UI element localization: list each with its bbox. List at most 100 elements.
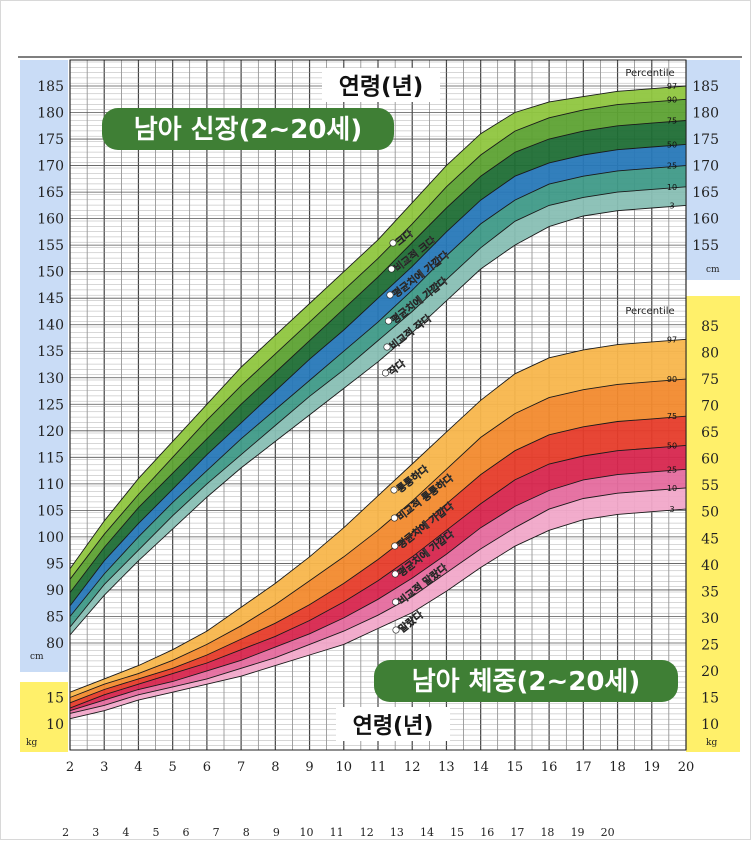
- bottom-x-tick-label: 19: [571, 826, 585, 839]
- weight-band-50-25: [70, 445, 686, 711]
- weight-percentile-label: 97: [667, 335, 677, 344]
- height-right-tick-label: 155: [692, 238, 719, 254]
- weight-percentile-label: 75: [667, 412, 677, 421]
- x-tick-label: 6: [203, 760, 211, 775]
- height-band-label-bullet: [387, 265, 395, 273]
- x-tick-label: 15: [507, 760, 524, 775]
- height-left-tick-label: 80: [46, 636, 64, 652]
- weight-left-tick-label: 15: [46, 690, 64, 706]
- height-percentile-labels: 97 90 75 50 25 10 3: [667, 82, 677, 210]
- bottom-x-tick-label: 6: [183, 826, 190, 839]
- bottom-x-tick-label: 5: [152, 826, 159, 839]
- weight-right-tick-label: 45: [701, 531, 719, 547]
- weight-right-tick-label: 55: [701, 478, 719, 494]
- weight-right-tick-label: 10: [701, 717, 719, 733]
- weight-scale-left-panel: [20, 682, 68, 752]
- height-left-tick-label: 165: [37, 185, 64, 201]
- x-tick-label: 14: [472, 760, 489, 775]
- weight-band-90-75: [70, 379, 686, 703]
- bottom-x-tick-label: 16: [480, 826, 494, 839]
- bottom-x-tick-label: 13: [390, 826, 404, 839]
- height-left-tick-label: 175: [37, 132, 64, 148]
- height-left-tick-labels: 80 85 90 95 100 105 110 115 120 125 130 135 140 145 15…: [37, 79, 64, 652]
- x-tick-label: 13: [438, 760, 455, 775]
- height-left-tick-label: 150: [37, 265, 64, 281]
- x-tick-label: 11: [370, 760, 387, 775]
- bottom-x-tick-label: 18: [540, 826, 554, 839]
- weight-bands: [70, 339, 686, 719]
- height-left-tick-label: 85: [46, 609, 64, 625]
- bottom-x-tick-label: 7: [213, 826, 220, 839]
- height-left-tick-label: 170: [37, 159, 64, 175]
- height-left-tick-label: 180: [37, 106, 64, 122]
- height-right-tick-labels: 155 160 165 170 175 180 185: [692, 79, 719, 254]
- height-right-tick-label: 180: [692, 106, 719, 122]
- x-tick-label: 10: [336, 760, 353, 775]
- height-percentile-label: 3: [669, 201, 674, 210]
- x-tick-label: 19: [644, 760, 661, 775]
- bottom-x-tick-label: 15: [450, 826, 464, 839]
- x-tick-label: 7: [237, 760, 245, 775]
- bottom-x-tick-label: 14: [420, 826, 434, 839]
- height-line-p50: [69, 143, 687, 607]
- weight-title: 남아 체중(2~20세): [412, 667, 640, 697]
- height-band-label-bullet: [386, 291, 394, 299]
- weight-left-tick-labels: 10 15: [46, 690, 64, 733]
- weight-band-75-50: [70, 416, 686, 709]
- height-band-label-bullet: [389, 239, 397, 247]
- height-left-tick-label: 135: [37, 344, 64, 360]
- bottom-x-tick-label: 9: [273, 826, 280, 839]
- weight-band-label-bullet: [391, 542, 399, 550]
- weight-band-label-bullet: [391, 570, 399, 578]
- height-line-p97: [69, 85, 687, 569]
- x-tick-label: 4: [134, 760, 142, 775]
- weight-title-badge: [374, 660, 678, 702]
- height-left-tick-label: 155: [37, 238, 64, 254]
- weight-right-tick-label: 40: [701, 558, 719, 574]
- weight-percentile-label: 3: [669, 505, 674, 514]
- height-percentile-label: 25: [667, 162, 677, 171]
- height-line-p10: [69, 186, 687, 628]
- height-title: 남아 신장(2~20세): [134, 115, 362, 145]
- plot-border: [69, 59, 687, 751]
- weight-right-tick-label: 20: [701, 664, 719, 680]
- x-tick-label: 20: [678, 760, 695, 775]
- weight-percentile-label: 50: [667, 441, 677, 450]
- height-right-tick-label: 165: [692, 185, 719, 201]
- weight-band-label-bullet: [392, 626, 400, 634]
- weight-right-tick-label: 25: [701, 637, 719, 653]
- weight-right-tick-label: 30: [701, 611, 719, 627]
- weight-right-tick-label: 75: [701, 372, 719, 388]
- weight-right-tick-label: 60: [701, 452, 719, 468]
- x-tick-label: 8: [271, 760, 279, 775]
- height-left-tick-label: 110: [37, 477, 64, 493]
- weight-percentile-labels: 97 90 75 50 25 10 3: [667, 335, 677, 514]
- height-line-p75: [69, 120, 687, 593]
- x-tick-labels: 2 3 4 5 6 7 8 9 10 11 12 13 14 15 16 17 18 19 20: [66, 760, 694, 775]
- height-unit-label-right: cm: [706, 265, 720, 275]
- height-percentile-header: Percentile: [625, 68, 674, 79]
- weight-percentile-label: 90: [667, 375, 677, 384]
- height-left-tick-label: 140: [37, 318, 64, 334]
- height-left-tick-label: 120: [37, 424, 64, 440]
- height-percentile-label: 75: [667, 116, 677, 125]
- weight-line-p25: [69, 468, 687, 712]
- height-left-tick-label: 100: [37, 530, 64, 546]
- height-left-tick-label: 160: [37, 212, 64, 228]
- bottom-x-tick-label: 12: [360, 826, 374, 839]
- weight-left-tick-label: 10: [46, 717, 64, 733]
- height-right-tick-label: 175: [692, 132, 719, 148]
- weight-line-p97: [69, 338, 687, 693]
- weight-band-label-bullet: [390, 486, 398, 494]
- height-left-tick-label: 90: [46, 583, 64, 599]
- height-left-tick-label: 185: [37, 79, 64, 95]
- height-percentile-label: 90: [667, 95, 677, 104]
- height-percentile-lines: [69, 85, 687, 636]
- height-left-tick-label: 95: [46, 556, 64, 572]
- height-unit-label: cm: [30, 652, 44, 662]
- bottom-x-tick-label: 20: [601, 826, 615, 839]
- weight-right-tick-label: 85: [701, 319, 719, 335]
- height-scale-right-panel: [686, 60, 740, 280]
- bottom-axis-title: 연령(년): [353, 714, 434, 739]
